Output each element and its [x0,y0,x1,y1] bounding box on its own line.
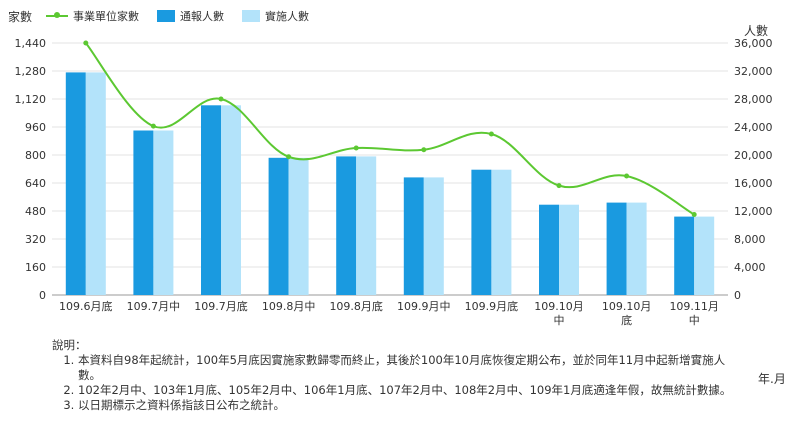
x-tick-label: 109.10月 [534,300,584,313]
line-point [691,212,697,217]
bar-implemented [491,169,512,295]
left-tick-label: 1,280 [15,65,47,78]
right-axis-title: 人數 [744,24,769,38]
x-tick-label: 109.6月底 [59,299,113,313]
left-tick-label: 160 [25,261,46,274]
line-point [556,183,562,189]
bar-implemented [356,156,377,295]
legend-label: 實施人數 [265,10,309,23]
right-tick-label: 28,000 [734,93,773,106]
bar-implemented [559,204,579,295]
left-tick-label: 1,440 [15,37,47,50]
right-tick-label: 0 [734,289,741,302]
x-axis-unit: 年.月 [758,372,786,386]
bar-implemented [423,177,444,295]
bar-implemented [221,105,241,295]
bar-implemented [85,72,106,296]
bar-reported [403,177,424,295]
bar-reported [268,157,289,295]
left-axis-title: 家數 [8,10,33,24]
bar-reported [65,72,86,296]
legend-label: 通報人數 [180,10,224,23]
bar-reported [674,216,695,295]
legend-label: 事業單位家數 [73,10,139,23]
left-tick-label: 640 [25,177,46,190]
line-point [286,154,292,160]
line-point [150,123,156,129]
left-tick-label: 1,120 [15,93,47,106]
right-tick-label: 8,000 [734,233,766,246]
note-item: 以日期標示之資料係指該日公布之統計。 [78,398,742,413]
x-tick-label: 109.7月中 [127,300,181,313]
line-point [83,40,89,46]
x-tick-label: 109.8月中 [262,300,316,313]
x-tick-label: 109.8月底 [329,299,383,313]
line-point [218,96,224,102]
x-tick-label: 109.9月中 [397,300,451,313]
right-tick-label: 24,000 [734,121,773,134]
chart-legend: 事業單位家數 通報人數 實施人數 [46,8,309,24]
right-tick-label: 36,000 [734,37,773,50]
bar-reported [201,105,221,295]
left-tick-label: 0 [39,289,46,302]
bar-implemented [626,202,647,295]
line-point [488,131,494,137]
bar-line-chart: 0 160 320 480 640 800 960 1,120 1,280 1,440 0 4,000… [15,37,773,327]
x-tick-label: 中 [554,314,565,327]
right-tick-label: 12,000 [734,205,773,218]
left-tick-label: 800 [25,149,46,162]
notes-list: 本資料自98年起統計，100年5月底因實施家數歸零而終止，其後於100年10月底… [52,353,742,413]
left-tick-label: 960 [25,121,46,134]
notes-title: 說明： [52,338,87,352]
bar-reported [471,169,492,295]
bar-implemented [694,216,715,295]
x-tick-label: 109.7月底 [194,299,248,313]
legend-swatch-box [157,10,175,22]
legend-swatch-line [46,12,68,18]
x-tick-label: 底 [621,313,632,327]
bar-reported [606,202,627,295]
x-tick-label: 109.10月 [602,300,652,313]
line-point [624,173,630,179]
right-tick-label: 16,000 [734,177,773,190]
right-tick-label: 4,000 [734,261,766,274]
notes-section: 說明： 本資料自98年起統計，100年5月底因實施家數歸零而終止，其後於100年… [52,338,742,413]
line-point [353,145,359,151]
x-tick-label: 中 [689,314,700,327]
note-item: 本資料自98年起統計，100年5月底因實施家數歸零而終止，其後於100年10月底… [78,353,742,383]
legend-item-reported[interactable]: 通報人數 [157,8,224,24]
x-tick-label: 109.9月底 [465,299,519,313]
bar-reported [133,130,154,295]
legend-item-implemented[interactable]: 實施人數 [242,8,309,24]
bar-reported [539,204,559,295]
line-point [421,147,427,153]
x-tick-label: 109.11月 [669,300,719,313]
legend-item-establishments[interactable]: 事業單位家數 [46,8,139,24]
bar-reported [336,156,357,295]
line-establishments [85,42,695,216]
right-tick-label: 32,000 [734,65,773,78]
bar-implemented [288,157,309,295]
legend-swatch-box [242,10,260,22]
left-tick-label: 320 [25,233,46,246]
right-tick-label: 20,000 [734,149,773,162]
note-item: 102年2月中、103年1月底、105年2月中、106年1月底、107年2月中、… [78,383,742,398]
left-tick-label: 480 [25,205,46,218]
bar-implemented [153,130,174,295]
